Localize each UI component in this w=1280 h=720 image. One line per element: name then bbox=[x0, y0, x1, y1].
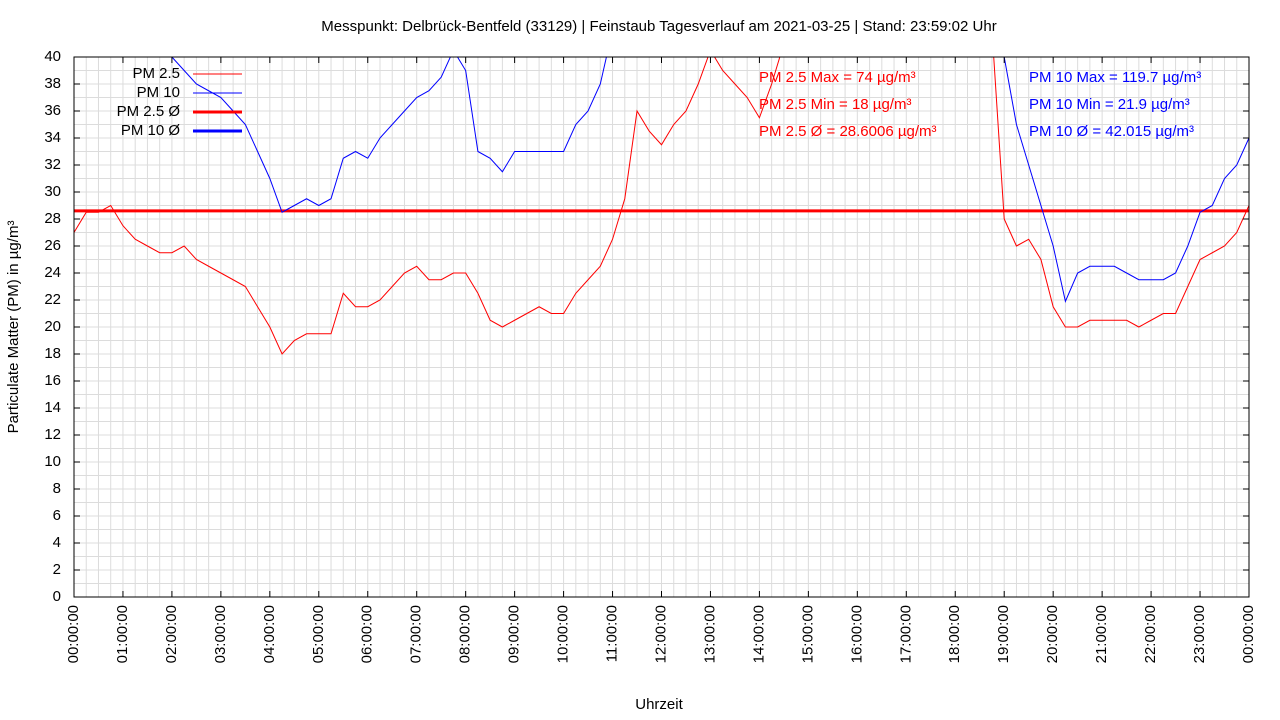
x-tick-label: 22:00:00 bbox=[1142, 605, 1159, 663]
x-tick-label: 03:00:00 bbox=[212, 605, 229, 663]
annotation: PM 2.5 Min = 18 µg/m³ bbox=[759, 96, 911, 113]
plot-area bbox=[74, 57, 1249, 355]
y-tick-label: 0 bbox=[53, 588, 61, 605]
annotation: PM 10 Max = 119.7 µg/m³ bbox=[1029, 69, 1201, 86]
x-tick-label: 00:00:00 bbox=[65, 605, 82, 663]
x-tick-label: 06:00:00 bbox=[359, 605, 376, 663]
x-tick-label: 11:00:00 bbox=[604, 605, 621, 662]
chart-title: Messpunkt: Delbrück-Bentfeld (33129) | F… bbox=[321, 18, 996, 35]
annotation: PM 2.5 Ø = 28.6006 µg/m³ bbox=[759, 123, 936, 140]
y-tick-label: 40 bbox=[44, 48, 61, 65]
x-tick-label: 20:00:00 bbox=[1044, 605, 1061, 663]
y-tick-label: 26 bbox=[44, 237, 61, 254]
x-tick-label: 04:00:00 bbox=[261, 605, 278, 663]
annotation: PM 10 Min = 21.9 µg/m³ bbox=[1029, 96, 1190, 113]
x-tick-label: 21:00:00 bbox=[1093, 605, 1110, 663]
x-tick-label: 10:00:00 bbox=[555, 605, 572, 663]
y-tick-label: 14 bbox=[44, 399, 61, 416]
annotation: PM 2.5 Max = 74 µg/m³ bbox=[759, 69, 916, 86]
y-tick-label: 18 bbox=[44, 345, 61, 362]
x-tick-label: 19:00:00 bbox=[995, 605, 1012, 663]
x-tick-label: 01:00:00 bbox=[114, 605, 131, 663]
x-tick-label: 16:00:00 bbox=[848, 605, 865, 663]
y-tick-label: 32 bbox=[44, 156, 61, 173]
y-tick-label: 24 bbox=[44, 264, 61, 281]
y-tick-label: 6 bbox=[53, 507, 61, 524]
x-tick-label: 12:00:00 bbox=[652, 605, 669, 663]
legend-label: PM 10 bbox=[137, 84, 180, 101]
y-tick-label: 34 bbox=[44, 129, 61, 146]
y-tick-label: 36 bbox=[44, 102, 61, 119]
y-tick-label: 28 bbox=[44, 210, 61, 227]
y-tick-label: 12 bbox=[44, 426, 61, 443]
x-tick-label: 15:00:00 bbox=[799, 605, 816, 663]
x-tick-label: 13:00:00 bbox=[701, 605, 718, 663]
y-tick-label: 30 bbox=[44, 183, 61, 200]
x-tick-label: 02:00:00 bbox=[163, 605, 180, 663]
legend-label: PM 2.5 Ø bbox=[117, 103, 181, 120]
legend-label: PM 2.5 bbox=[132, 65, 180, 82]
y-tick-label: 8 bbox=[53, 480, 61, 497]
y-tick-label: 38 bbox=[44, 75, 61, 92]
annotation: PM 10 Ø = 42.015 µg/m³ bbox=[1029, 123, 1194, 140]
x-tick-label: 14:00:00 bbox=[750, 605, 767, 663]
x-tick-label: 09:00:00 bbox=[506, 605, 523, 663]
data-line bbox=[170, 57, 1249, 303]
y-tick-label: 20 bbox=[44, 318, 61, 335]
x-tick-label: 00:00:00 bbox=[1240, 605, 1257, 663]
x-tick-label: 07:00:00 bbox=[408, 605, 425, 663]
y-tick-label: 4 bbox=[53, 534, 61, 551]
y-tick-label: 2 bbox=[53, 561, 61, 578]
x-axis-label: Uhrzeit bbox=[635, 696, 683, 713]
y-tick-label: 10 bbox=[44, 453, 61, 470]
y-axis-label: Particulate Matter (PM) in µg/m³ bbox=[5, 221, 22, 434]
y-tick-label: 22 bbox=[44, 291, 61, 308]
x-tick-label: 08:00:00 bbox=[457, 605, 474, 663]
x-tick-label: 17:00:00 bbox=[897, 605, 914, 663]
y-tick-label: 16 bbox=[44, 372, 61, 389]
x-tick-label: 23:00:00 bbox=[1191, 605, 1208, 663]
data-line bbox=[74, 57, 1249, 355]
x-tick-label: 05:00:00 bbox=[310, 605, 327, 663]
legend-label: PM 10 Ø bbox=[121, 122, 181, 139]
x-tick-label: 18:00:00 bbox=[946, 605, 963, 663]
